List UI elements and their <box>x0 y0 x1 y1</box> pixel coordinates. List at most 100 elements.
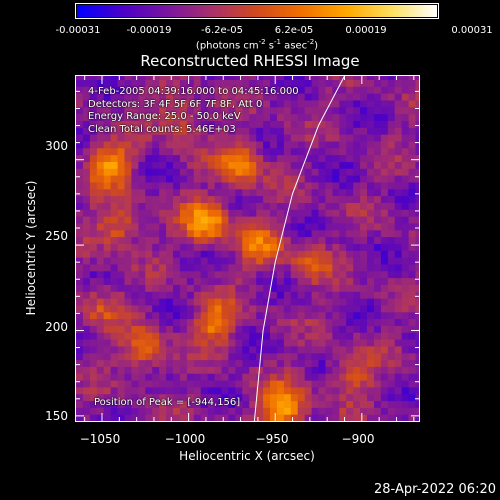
heatmap-cell <box>263 243 271 251</box>
heatmap-cell <box>304 257 313 265</box>
heatmap-cell <box>82 168 91 176</box>
heatmap-cell <box>339 298 347 306</box>
heatmap-cell <box>145 99 153 108</box>
heatmap-cell <box>207 345 216 354</box>
heatmap-cell <box>311 407 320 415</box>
heatmap-cell <box>193 277 202 285</box>
heatmap-cell <box>166 352 174 361</box>
heatmap-cell <box>297 175 306 183</box>
heatmap-cell <box>152 222 160 231</box>
heatmap-cell <box>89 339 98 347</box>
heatmap-cell <box>145 414 153 421</box>
heatmap-cell <box>304 352 313 361</box>
heatmap-cell <box>304 277 313 285</box>
heatmap-cell <box>332 188 340 197</box>
y-axis-label: Heliocentric Y (arcsec) <box>24 180 38 316</box>
heatmap-cell <box>152 359 160 367</box>
heatmap-cell <box>256 243 264 251</box>
heatmap-cell <box>131 325 139 333</box>
heatmap-cell <box>401 277 410 285</box>
heatmap-cell <box>124 407 132 415</box>
heatmap-cell <box>200 250 209 258</box>
heatmap-cell <box>387 236 396 244</box>
heatmap-cell <box>367 175 375 183</box>
heatmap-cell <box>353 339 361 347</box>
heatmap-cell <box>117 99 126 108</box>
heatmap-cell <box>159 86 167 94</box>
heatmap-cell <box>367 257 375 265</box>
heatmap-cell <box>145 380 153 388</box>
heatmap-cell <box>242 284 250 292</box>
heatmap-cell <box>159 332 167 340</box>
heatmap-cell <box>207 400 216 408</box>
heatmap-cell <box>318 175 326 183</box>
heatmap-cell <box>380 400 389 408</box>
heatmap-cell <box>166 250 174 258</box>
heatmap-cell <box>235 291 243 299</box>
heatmap-cell <box>380 373 389 381</box>
heatmap-cell <box>360 332 368 340</box>
heatmap-cell <box>179 168 188 176</box>
colorbar-units: (photons cm-2 s-1 asec-2) <box>195 38 319 52</box>
heatmap-cell <box>256 216 264 224</box>
heatmap-cell <box>117 304 126 313</box>
heatmap-cell <box>270 270 278 279</box>
heatmap-cell <box>242 400 250 408</box>
heatmap-cell <box>339 195 347 203</box>
heatmap-cell <box>304 270 313 279</box>
heatmap-cell <box>179 359 188 367</box>
heatmap-cell <box>173 147 181 156</box>
heatmap-cell <box>152 407 160 415</box>
heatmap-cell <box>103 120 112 128</box>
heatmap-cell <box>96 345 105 354</box>
heatmap-cell <box>346 380 354 388</box>
heatmap-cell <box>145 339 153 347</box>
heatmap-cell <box>186 236 195 244</box>
heatmap-cell <box>145 270 153 279</box>
heatmap-cell <box>242 86 250 94</box>
heatmap-cell <box>408 284 417 292</box>
heatmap-cell <box>256 168 264 176</box>
heatmap-cell <box>138 134 146 142</box>
heatmap-cell <box>249 366 257 374</box>
heatmap-cell <box>297 393 306 402</box>
heatmap-cell <box>138 257 146 265</box>
heatmap-cell <box>200 147 209 156</box>
heatmap-cell <box>173 400 181 408</box>
heatmap-cell <box>346 352 354 361</box>
heatmap-cell <box>311 400 320 408</box>
heatmap-cell <box>186 400 195 408</box>
heatmap-cell <box>394 140 403 149</box>
heatmap-cell <box>214 400 223 408</box>
heatmap-cell <box>270 400 278 408</box>
heatmap-cell <box>394 400 403 408</box>
heatmap-cell <box>117 263 126 272</box>
heatmap-cell <box>401 284 410 292</box>
heatmap-cell <box>332 298 340 306</box>
heatmap-cell <box>159 93 167 101</box>
heatmap-cell <box>408 195 417 203</box>
heatmap-cell <box>401 304 410 313</box>
heatmap-cell <box>353 86 361 94</box>
heatmap-cell <box>304 400 313 408</box>
heatmap-cell <box>76 332 84 340</box>
heatmap-cell <box>394 76 403 80</box>
heatmap-cell <box>173 339 181 347</box>
heatmap-cell <box>283 277 292 285</box>
heatmap-cell <box>173 76 181 80</box>
heatmap-cell <box>228 134 236 142</box>
heatmap-cell <box>242 202 250 210</box>
heatmap-cell <box>159 154 167 162</box>
heatmap-cell <box>374 195 382 203</box>
heatmap-cell <box>221 250 229 258</box>
heatmap-cell <box>173 175 181 183</box>
heatmap-cell <box>353 140 361 149</box>
heatmap-cell <box>283 195 292 203</box>
heatmap-cell <box>131 270 139 279</box>
heatmap-cell <box>159 400 167 408</box>
heatmap-cell <box>408 304 417 313</box>
heatmap-cell <box>270 345 278 354</box>
heatmap-cell <box>76 86 84 94</box>
heatmap-cell <box>179 120 188 128</box>
heatmap-cell <box>89 243 98 251</box>
